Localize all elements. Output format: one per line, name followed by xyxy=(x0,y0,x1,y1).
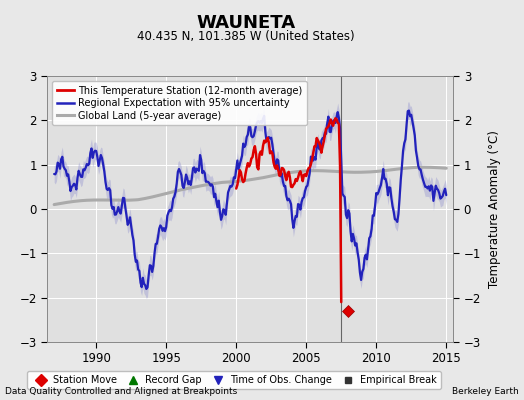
Legend: Station Move, Record Gap, Time of Obs. Change, Empirical Break: Station Move, Record Gap, Time of Obs. C… xyxy=(27,371,441,389)
Text: WAUNETA: WAUNETA xyxy=(196,14,296,32)
Text: Data Quality Controlled and Aligned at Breakpoints: Data Quality Controlled and Aligned at B… xyxy=(5,387,237,396)
Y-axis label: Temperature Anomaly (°C): Temperature Anomaly (°C) xyxy=(488,130,501,288)
Text: 40.435 N, 101.385 W (United States): 40.435 N, 101.385 W (United States) xyxy=(137,30,355,43)
Text: Berkeley Earth: Berkeley Earth xyxy=(452,387,519,396)
